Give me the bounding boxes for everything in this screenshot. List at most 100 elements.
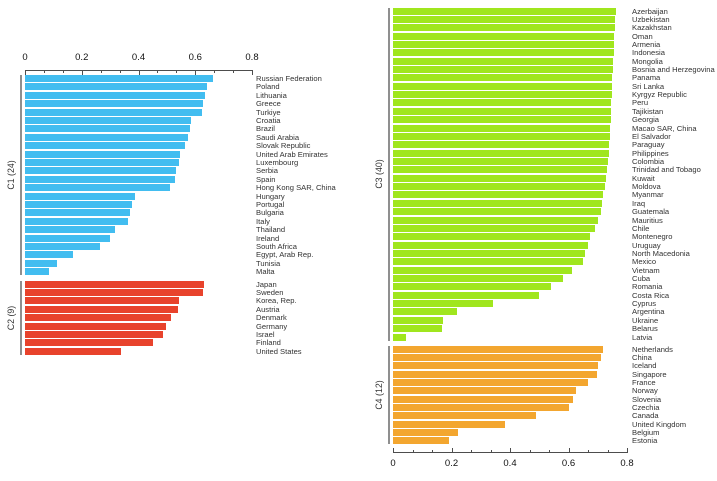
bar-label: Malta: [256, 267, 275, 277]
bar-label: Bulgaria: [256, 208, 284, 218]
bar-label: Germany: [256, 321, 288, 331]
bar: [393, 199, 602, 207]
x-axis-tick-label: 0.4: [131, 51, 146, 63]
x-axis-tick: [252, 69, 253, 75]
bar-label: Slovak Republic: [256, 141, 311, 151]
x-axis-minor-tick: [432, 450, 433, 453]
bar-label: Denmark: [256, 313, 287, 323]
bar: [393, 378, 589, 386]
bar-label: Japan: [256, 279, 277, 289]
bar: [25, 201, 133, 208]
bar: [25, 108, 203, 116]
x-axis-minor-tick: [100, 69, 102, 73]
bar-label: France: [632, 377, 656, 387]
bar: [393, 7, 616, 15]
bar: [25, 175, 175, 183]
bar-label: Italy: [256, 216, 270, 226]
bar: [393, 132, 610, 140]
bar: [393, 74, 613, 82]
bar-label: Chile: [632, 223, 650, 233]
x-axis-tick: [195, 69, 197, 75]
bar-label: Sri Lanka: [632, 81, 665, 91]
x-axis-tick: [568, 448, 570, 453]
bar: [393, 141, 610, 149]
bar: [393, 241, 588, 249]
bar-label: Costa Rica: [632, 290, 670, 300]
bar-label: Azerbaijan: [632, 6, 668, 16]
bar-label: Czechia: [632, 403, 660, 413]
bar-label: Latvia: [632, 332, 653, 342]
x-axis-minor-tick: [588, 450, 589, 453]
bar: [25, 330, 163, 338]
bar-label: Thailand: [256, 225, 286, 235]
bar-label: Portugal: [256, 200, 285, 209]
x-axis-minor-tick: [607, 450, 609, 453]
bar-label: Vietnam: [632, 265, 660, 275]
bar-label: Philippines: [632, 148, 669, 158]
bar: [25, 339, 154, 347]
bar-label: Ireland: [256, 233, 280, 243]
bar-label: Mexico: [632, 257, 657, 267]
bar-label: Tunisia: [256, 258, 281, 268]
x-axis-tick-label: 0.8: [245, 51, 259, 63]
bar-label: Iraq: [632, 198, 646, 208]
bar: [25, 75, 213, 82]
bar: [393, 124, 611, 132]
x-axis-minor-tick: [549, 450, 550, 453]
bar-label: Kyrgyz Republic: [632, 90, 687, 100]
bar-label: Kazakhstan: [632, 23, 672, 33]
bar-label: Poland: [256, 82, 280, 92]
bar-label: Singapore: [632, 369, 667, 379]
bar: [25, 314, 171, 322]
bar: [393, 57, 614, 65]
bar-label: Saudi Arabia: [256, 132, 300, 142]
bar-label: Myanmar: [632, 190, 664, 200]
bar-label: Montenegro: [632, 232, 673, 242]
bar: [393, 157, 608, 165]
x-axis-tick: [627, 448, 628, 453]
bar: [393, 166, 608, 174]
bar: [25, 167, 176, 175]
bar-label: North Macedonia: [632, 248, 690, 258]
bar: [393, 82, 613, 90]
bar: [393, 149, 609, 157]
x-axis-minor-tick: [490, 450, 492, 453]
bar: [393, 370, 597, 378]
bar: [393, 420, 506, 428]
bar-label: Iceland: [632, 361, 657, 371]
bar: [393, 249, 586, 257]
bar-label: Brazil: [256, 124, 275, 134]
bar: [393, 208, 601, 216]
bar-label: Indonesia: [632, 48, 665, 58]
group-label: C4 (12): [374, 380, 384, 410]
group-bracket: [388, 7, 390, 341]
bar-label: United States: [256, 346, 302, 356]
bar-label: Cuba: [632, 274, 651, 284]
x-axis-tick-label: 0.4: [503, 458, 517, 469]
bar: [393, 216, 599, 224]
x-axis-minor-tick: [157, 69, 159, 73]
bar: [25, 259, 57, 267]
bar-label: United Kingdom: [632, 419, 687, 429]
bar-label: Egypt, Arab Rep.: [256, 250, 314, 260]
x-axis-tick-label: 0.6: [561, 458, 576, 469]
bar: [393, 266, 572, 274]
bar: [393, 174, 607, 182]
x-axis-minor-tick: [43, 69, 45, 73]
bar: [393, 224, 595, 232]
bar: [393, 291, 539, 299]
bar: [25, 83, 208, 91]
bar-label: Sweden: [256, 287, 284, 297]
bar: [393, 183, 605, 191]
bar: [393, 387, 577, 395]
bar-label: Russian Federation: [256, 74, 322, 83]
x-axis-tick: [25, 69, 26, 75]
bar-label: Moldova: [632, 182, 661, 192]
x-axis-tick: [138, 69, 140, 75]
bar: [393, 404, 569, 412]
bar-label: China: [632, 352, 652, 362]
bar-label: South Africa: [256, 242, 297, 251]
bar-label: Uruguay: [632, 240, 661, 250]
bar: [25, 297, 180, 305]
bar-label: Panama: [632, 73, 661, 83]
